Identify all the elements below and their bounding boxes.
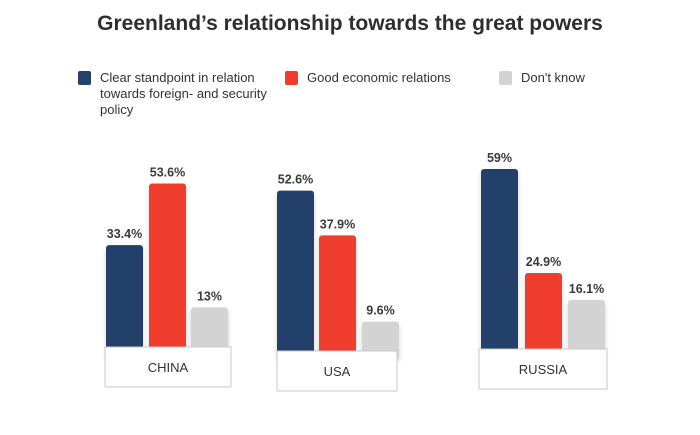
category-label-russia: RUSSIA — [519, 362, 568, 377]
legend-label-good-economic-relations: Good economic relations — [307, 70, 451, 85]
bar-usa-clear-standpoint-in-relation — [277, 190, 314, 359]
legend-swatch-clear-standpoint — [78, 71, 91, 85]
data-label-russia-1: 59% — [487, 151, 512, 165]
chart-title: Greenland’s relationship towards the gre… — [97, 12, 603, 35]
category-label-china: CHINA — [148, 360, 189, 375]
legend-swatch-dont-know — [499, 71, 512, 85]
bar-russia-good-economic-relations — [525, 273, 562, 357]
category-label-usa: USA — [324, 364, 351, 379]
bar-usa-good-economic-relations — [319, 235, 356, 359]
bar-china-good-economic-relations — [149, 183, 186, 355]
legend-item-good-economic-relations: Good economic relations — [285, 70, 475, 86]
data-label-usa-2: 37.9% — [320, 217, 355, 231]
category-box-russia — [478, 348, 608, 390]
data-label-russia-3: 16.1% — [569, 282, 604, 296]
bar-russia-clear-standpoint-in-relation — [481, 169, 518, 357]
legend-item-clear-standpoint: Clear standpoint in relation towards for… — [78, 70, 268, 118]
bar-usa-don-t-know — [362, 321, 399, 359]
bar-china-clear-standpoint-in-relation — [106, 245, 143, 355]
data-label-china-2: 53.6% — [150, 166, 185, 180]
bar-china-don-t-know — [191, 307, 228, 355]
category-box-china — [104, 346, 232, 388]
category-box-usa — [276, 350, 398, 392]
legend-swatch-good-economic-relations — [285, 71, 298, 85]
data-label-russia-2: 24.9% — [526, 255, 561, 269]
data-label-usa-3: 9.6% — [366, 304, 395, 318]
legend-item-dont-know: Don't know — [499, 70, 619, 86]
legend-label-clear-standpoint: Clear standpoint in relation towards for… — [100, 70, 267, 117]
data-label-china-3: 13% — [197, 289, 222, 303]
data-label-usa-1: 52.6% — [278, 173, 313, 187]
legend-label-dont-know: Don't know — [521, 70, 585, 85]
bar-russia-don-t-know — [568, 299, 605, 357]
data-label-china-1: 33.4% — [107, 227, 142, 241]
